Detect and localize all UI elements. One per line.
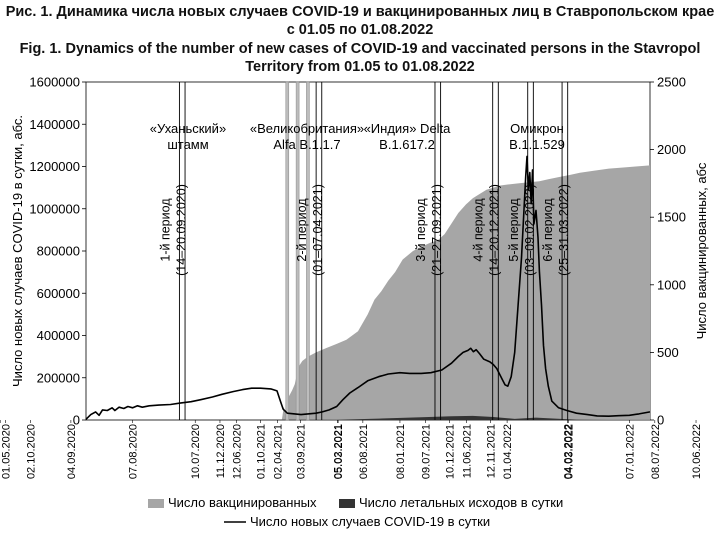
period-label-line2: (03–09.02.2022) [523, 184, 537, 276]
period-label-line2: (01–07.04.2021) [311, 184, 325, 276]
deaths-series [86, 415, 650, 420]
variant-annotation-line2: штамм [167, 137, 208, 152]
period-label: 4-й период (14–20.12.2021) [472, 184, 502, 276]
y-left-tick-label: 400000 [37, 328, 80, 343]
y-left-tick-label: 1000000 [29, 201, 80, 216]
y-left-tick-label: 1400000 [29, 117, 80, 132]
x-tick-label: 05.03.2021 [333, 424, 345, 479]
x-tick-label: 02.04.2021 [273, 424, 285, 479]
variant-line [306, 81, 310, 421]
period-label-line2: (21–27.09.2021) [430, 184, 444, 276]
legend-vaccinated-label: Число вакцинированных [168, 495, 317, 510]
x-tick-label: 07.01.2022 [624, 424, 636, 479]
variant-annotation-line1: «Индия» Delta [364, 121, 452, 136]
y-left-tick-label: 1600000 [29, 75, 80, 90]
variant-annotation-line2: B.1.617.2 [379, 137, 435, 152]
variant-annotation-line1: «Великобритания» [250, 121, 364, 136]
new-cases-line [85, 155, 651, 420]
title-ru-line2: с 01.05 по 01.08.2022 [286, 22, 434, 38]
period-label-line2: (14–20.12.2021) [488, 184, 502, 276]
x-tick-label: 04.02.2022 [563, 424, 575, 479]
period-label-line2: (14–20.09.2020) [174, 184, 188, 276]
variant-annotation-line1: Омикрон [510, 121, 564, 136]
period-label-line2: (25–31.03.2022) [557, 184, 571, 276]
y-right-tick-label: 1000 [657, 277, 686, 292]
y-right-tick-label: 500 [657, 345, 679, 360]
y-left-tick-label: 200000 [37, 370, 80, 385]
variant-line [285, 81, 290, 421]
x-tick-label: 06.08.2021 [358, 424, 370, 479]
x-tick-label: 11.06.2021 [462, 424, 474, 478]
y-left-tick-label: 800000 [37, 244, 80, 259]
legend-cases-label: Число новых случаев COVID-19 в сутки [250, 514, 490, 529]
x-tick-label: 07.08.2020 [128, 424, 140, 479]
x-tick-label: 09.07.2021 [420, 424, 432, 479]
legend: Число вакцинированных Число летальных исх… [148, 495, 563, 529]
x-tick-label: 01.04.2022 [502, 424, 514, 479]
variant-annotations: «Уханьский»штамм «Великобритания»Alfa B.1… [150, 121, 565, 152]
x-tick-label: 10.12.2021 [444, 424, 456, 479]
period-label: 6-й период (25–31.03.2022) [541, 184, 571, 276]
cases-series [85, 155, 651, 420]
period-label-line1: 4-й период [472, 198, 486, 262]
variant-annotation-line1: «Уханьский» [150, 121, 226, 136]
period-label: 3-й период (21–27.09.2021) [414, 184, 444, 276]
legend-deaths-swatch [339, 499, 355, 508]
legend-vaccinated-swatch [148, 499, 164, 508]
title-en-line1: Fig. 1. Dynamics of the number of new ca… [19, 41, 701, 57]
variant-line [295, 81, 300, 421]
y-right-axis-label: Число вакцинированных, абс [694, 162, 709, 339]
x-tick-label: 08.07.2022 [650, 424, 662, 479]
period-label: 5-й период (03–09.02.2022) [507, 184, 537, 276]
x-tick-label: 10.07.2020 [190, 424, 202, 479]
title-en-line2: Territory from 01.05 to 01.08.2022 [245, 59, 475, 75]
y-right-tick-label: 0 [657, 413, 664, 428]
x-tick-label: 10.06.2022 [691, 424, 703, 479]
vaccinated-area [281, 165, 650, 420]
axes: 0 200000 400000 600000 800000 1000000 1200000 1… [0, 75, 709, 479]
variant-annotation-line2: Alfa B.1.1.7 [273, 137, 340, 152]
x-tick-label: 02.10.2020 [25, 424, 37, 479]
x-tick-label: 01.10.2021 [255, 424, 267, 479]
period-label-line1: 2-й период [295, 198, 309, 262]
y-left-tick-label: 0 [73, 413, 80, 428]
period-label: 1-й период (14–20.09.2020) [158, 184, 188, 276]
period-label-line1: 1-й период [158, 198, 172, 262]
period-label: 2-й период (01–07.04.2021) [295, 184, 325, 276]
period-label-line1: 3-й период [414, 198, 428, 262]
y-left-axis-label: Число новых случаев COVID-19 в сутки, аб… [10, 115, 25, 387]
y-right-tick-label: 2500 [657, 75, 686, 90]
x-tick-label: 12.06.2020 [231, 424, 243, 479]
period-label-line1: 5-й период [507, 198, 521, 262]
vaccinated-series [281, 165, 650, 420]
period-markers: 1-й период (14–20.09.2020) 2-й период (01–0… [158, 82, 571, 420]
y-left-tick-label: 600000 [37, 286, 80, 301]
x-tick-label: 04.03.2022 [563, 424, 575, 479]
x-tick-label: 12.11.2021 [486, 424, 498, 478]
y-left-tick-label: 1200000 [29, 159, 80, 174]
deaths-area [86, 415, 650, 420]
x-tick-label: 04.09.2020 [66, 424, 78, 479]
x-tick-label: 05.02.2021 [332, 424, 344, 479]
x-tick-label: 01.05.2020 [1, 424, 13, 479]
x-tick-label: 11.12.2020 [215, 424, 227, 478]
legend-deaths-label: Число летальных исходов в сутки [359, 495, 563, 510]
variant-lines [285, 81, 310, 421]
period-label-line1: 6-й период [541, 198, 555, 262]
y-right-tick-label: 1500 [657, 210, 686, 225]
x-tick-label: 08.01.2021 [395, 424, 407, 479]
title-ru-line1: Рис. 1. Динамика числа новых случаев COV… [5, 4, 715, 20]
variant-annotation-line2: B.1.1.529 [509, 137, 565, 152]
y-right-tick-label: 2000 [657, 142, 686, 157]
x-tick-label: 03.09.2021 [295, 424, 307, 479]
